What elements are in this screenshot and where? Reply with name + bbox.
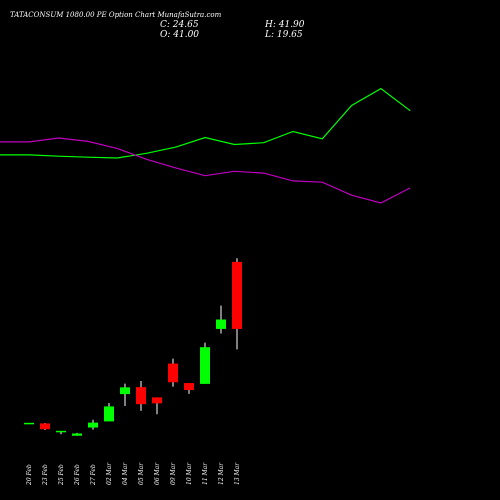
x-tick-label: 05 Mar xyxy=(138,462,145,485)
candle-body xyxy=(72,433,82,436)
candle xyxy=(88,419,98,430)
candlestick-series xyxy=(24,258,242,436)
candle xyxy=(216,305,226,334)
chart-title: TATACONSUM 1080.00 PE Option Chart Munaf… xyxy=(10,11,222,19)
candle-body xyxy=(120,387,130,395)
candle xyxy=(120,383,130,407)
candle-body xyxy=(24,422,34,425)
x-tick-label: 13 Mar xyxy=(234,462,241,485)
candle xyxy=(72,432,82,436)
indicator-lines xyxy=(0,87,411,204)
x-tick-label: 04 Mar xyxy=(122,462,129,485)
close-value: C: 24.65 xyxy=(160,20,199,30)
indicator-line-2 xyxy=(0,137,411,204)
x-tick-label: 20 Feb xyxy=(26,464,33,486)
candle xyxy=(152,397,162,415)
candle xyxy=(136,381,146,411)
x-tick-label: 12 Mar xyxy=(218,462,225,485)
x-tick-label: 27 Feb xyxy=(90,464,97,486)
candle xyxy=(40,423,50,430)
open-value: O: 41.00 xyxy=(160,30,199,40)
candle xyxy=(56,430,66,435)
candle xyxy=(232,258,242,350)
candle-body xyxy=(152,397,162,404)
candle-body xyxy=(168,363,178,383)
x-tick-label: 25 Feb xyxy=(58,464,65,486)
candle-body xyxy=(200,347,210,384)
x-tick-label: 06 Mar xyxy=(154,462,161,485)
high-value: H: 41.90 xyxy=(264,20,305,30)
candle xyxy=(24,422,34,425)
candle-body xyxy=(88,422,98,428)
candle-body xyxy=(104,406,114,422)
x-tick-label: 23 Feb xyxy=(42,464,49,486)
indicator-line-1 xyxy=(0,87,411,159)
candle xyxy=(184,383,194,394)
x-tick-label: 09 Mar xyxy=(170,462,177,485)
x-axis-ticks: 20 Feb 23 Feb 25 Feb 26 Feb 27 Feb 02 Mar 04 M… xyxy=(26,462,241,486)
candle-body xyxy=(40,423,50,430)
candle xyxy=(104,402,114,422)
x-tick-label: 02 Mar xyxy=(106,462,113,485)
low-value: L: 19.65 xyxy=(264,30,303,40)
x-tick-label: 11 Mar xyxy=(202,462,209,485)
x-tick-label: 26 Feb xyxy=(74,464,81,486)
candle-body xyxy=(216,319,226,329)
candle-body xyxy=(232,261,242,329)
candle-body xyxy=(56,430,66,433)
candle-body xyxy=(136,387,146,405)
candle-body xyxy=(184,383,194,391)
candle xyxy=(200,342,210,384)
candle xyxy=(168,358,178,387)
x-tick-label: 10 Mar xyxy=(186,462,193,485)
